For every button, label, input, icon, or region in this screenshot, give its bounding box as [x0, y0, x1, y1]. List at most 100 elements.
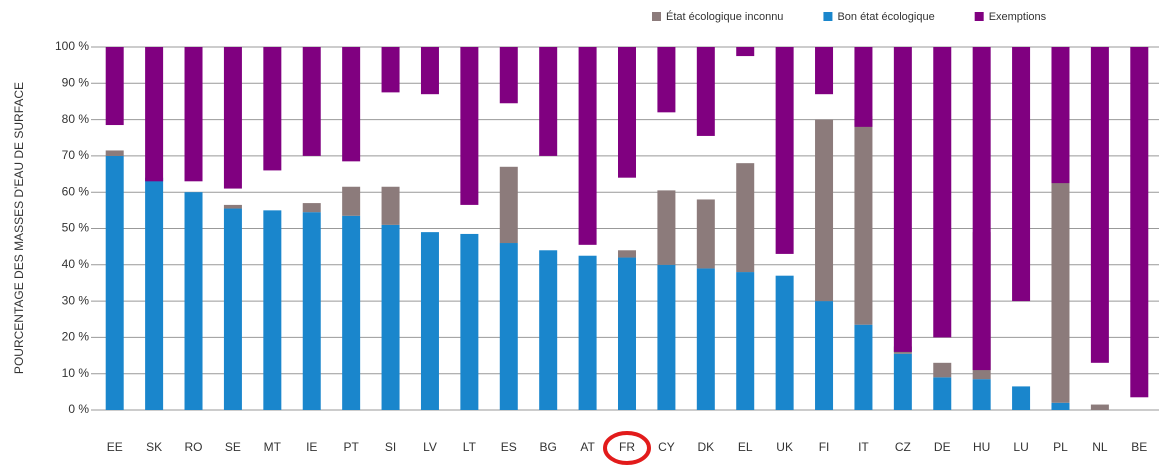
y-tick-label: 10 %: [62, 366, 90, 380]
bar-segment: [302, 203, 321, 213]
x-tick-label: SI: [385, 440, 396, 454]
bar-segment: [775, 47, 794, 254]
x-tick-label: FR: [619, 440, 635, 454]
highlight-circle: [603, 431, 651, 465]
bar-segment: [342, 215, 361, 410]
bar-segment: [263, 47, 282, 171]
bar-segment: [775, 275, 794, 410]
bar-segment: [145, 177, 164, 410]
bar-segment: [736, 272, 755, 410]
y-tick-label: 30 %: [62, 293, 90, 307]
x-tick-label: LV: [423, 440, 437, 454]
bar-segment: [815, 119, 834, 302]
x-tick-label: AT: [580, 440, 595, 454]
bar-segment: [381, 224, 400, 410]
x-tick-label: IT: [858, 440, 869, 454]
legend-swatch: [974, 12, 984, 21]
bar-segment: [933, 47, 952, 338]
bar-segment: [460, 47, 479, 205]
bar-segment: [105, 47, 124, 126]
bar-segment: [499, 166, 518, 244]
x-tick-label: SK: [146, 440, 162, 454]
bar-segment: [1090, 47, 1109, 363]
bar-segment: [302, 47, 321, 156]
bar-segment: [1012, 47, 1031, 302]
bar-segment: [105, 155, 124, 410]
bar-segment: [460, 233, 479, 410]
bar-segment: [618, 250, 636, 258]
legend-label: Exemptions: [989, 11, 1047, 23]
bar-segment: [696, 47, 715, 136]
x-tick-label: EE: [107, 440, 123, 454]
x-tick-label: BE: [1131, 440, 1147, 454]
bar-segment: [893, 353, 912, 410]
y-tick-label: 50 %: [62, 221, 90, 235]
bar-segment: [105, 150, 124, 156]
y-tick-label: 60 %: [62, 184, 90, 198]
bar-segment: [657, 47, 676, 113]
x-tick-label: PL: [1053, 440, 1068, 454]
bar-segment: [1051, 47, 1070, 184]
bar-segment: [381, 47, 400, 93]
x-tick-label: RO: [185, 440, 203, 454]
bar-segment: [696, 199, 715, 269]
legend-label: Bon état écologique: [837, 11, 934, 23]
bar-segment: [539, 47, 558, 156]
bar-segment: [815, 47, 834, 95]
y-axis-label: POURCENTAGE DES MASSES D'EAU DE SURFACE: [12, 82, 26, 374]
x-tick-label: IE: [306, 440, 317, 454]
x-tick-label: BG: [540, 440, 557, 454]
bar-segment: [933, 362, 952, 378]
bar-segment: [854, 47, 873, 127]
bar-segment: [499, 47, 518, 104]
bar-segment: [184, 192, 203, 410]
x-tick-label: MT: [264, 440, 282, 454]
y-tick-label: 80 %: [62, 112, 90, 126]
bar-segment: [1051, 402, 1070, 410]
bar-segment: [1051, 114, 1070, 403]
legend-swatch: [652, 12, 661, 21]
bar-segment: [342, 186, 361, 216]
x-tick-label: CY: [658, 440, 675, 454]
bar-segment: [893, 47, 912, 352]
x-tick-label: UK: [776, 440, 793, 454]
bar-segment: [263, 210, 282, 410]
x-tick-label: NL: [1092, 440, 1108, 454]
bar-segment: [933, 377, 952, 410]
bar-segment: [972, 379, 991, 410]
y-tick-label: 90 %: [62, 75, 90, 89]
x-tick-label: DK: [697, 440, 714, 454]
bar-segment: [854, 115, 873, 325]
bar-segment: [736, 47, 755, 57]
x-tick-label: EL: [738, 440, 753, 454]
bar-segment: [539, 250, 558, 410]
bar-segment: [420, 47, 439, 95]
bar-segment: [578, 255, 597, 410]
x-tick-label: LT: [463, 440, 477, 454]
bar-segment: [420, 232, 439, 410]
bar-segment: [223, 47, 242, 189]
bar-segment: [815, 301, 834, 410]
bar-segment: [696, 268, 715, 410]
y-tick-label: 100 %: [55, 39, 89, 53]
x-tick-label: CZ: [895, 440, 911, 454]
x-tick-label: ES: [501, 440, 517, 454]
bar-segment: [854, 324, 873, 410]
bar-segment: [145, 47, 164, 182]
x-tick-label: HU: [973, 440, 990, 454]
x-tick-label: DE: [934, 440, 951, 454]
bar-segment: [618, 47, 636, 178]
legend-swatch: [823, 12, 833, 21]
bar-segment: [736, 163, 755, 273]
y-tick-label: 0 %: [68, 402, 89, 416]
bar-segment: [184, 47, 203, 182]
bar-segment: [578, 47, 597, 245]
x-tick-label: LU: [1013, 440, 1028, 454]
y-tick-label: 70 %: [62, 148, 90, 162]
bar-segment: [657, 190, 676, 265]
x-tick-label: FI: [819, 440, 830, 454]
bar-segment: [618, 257, 636, 410]
bar-segment: [381, 186, 400, 225]
bar-segment: [223, 204, 242, 209]
y-tick-label: 20 %: [62, 330, 90, 344]
